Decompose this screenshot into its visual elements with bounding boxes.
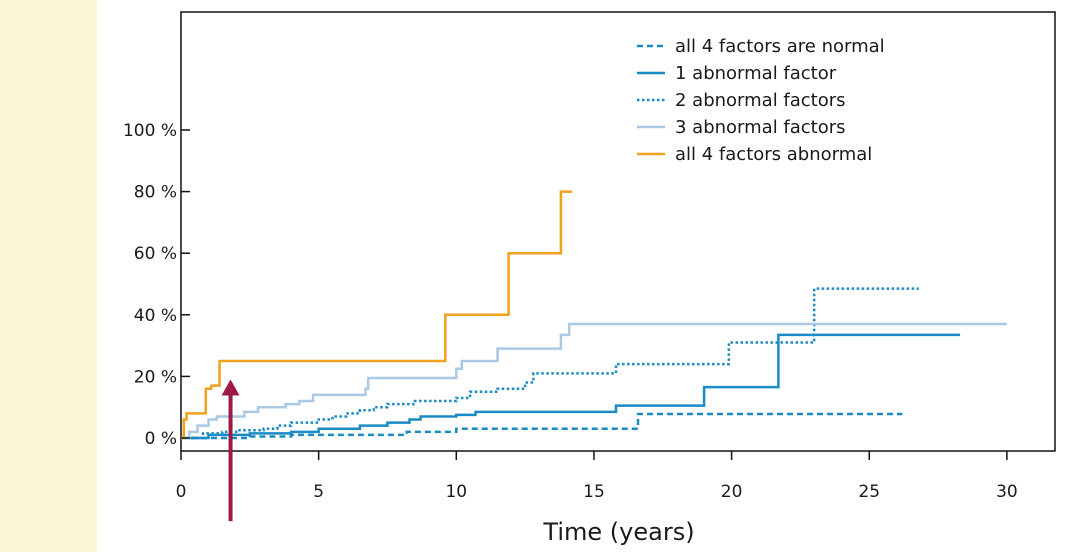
legend-label: 1 abnormal factor xyxy=(675,63,837,84)
y-tick-label: 60 % xyxy=(134,244,177,264)
legend-label: 3 abnormal factors xyxy=(675,117,846,138)
y-tick-label: 40 % xyxy=(134,306,177,326)
series-line xyxy=(181,333,961,440)
plot-border xyxy=(180,11,1056,452)
x-axis-title: Time (years) xyxy=(542,518,694,546)
x-tick-label: 10 xyxy=(445,482,467,502)
x-tick-label: 25 xyxy=(858,482,880,502)
y-tick-label: 0 % xyxy=(145,429,177,449)
annotation-layer xyxy=(221,379,240,522)
series-line xyxy=(181,412,903,440)
series-line xyxy=(181,322,1007,440)
legend-label: 2 abnormal factors xyxy=(675,90,846,111)
legend-label: all 4 factors abnormal xyxy=(675,144,872,165)
legend-label: all 4 factors are normal xyxy=(675,36,885,57)
annotation-arrow-head xyxy=(221,379,240,396)
x-tick-label: 0 xyxy=(176,482,187,502)
x-tick-label: 5 xyxy=(313,482,324,502)
x-tick-label: 15 xyxy=(583,482,605,502)
legend: all 4 factors are normal 1 abnormal facto… xyxy=(637,36,885,165)
y-tick-label: 80 % xyxy=(134,183,177,203)
y-axis: 0 % 20 % 40 % 60 % 80 % 100 % xyxy=(123,121,190,449)
plot-frame xyxy=(180,11,1056,452)
left-margin-stripe xyxy=(0,0,97,552)
y-tick-label: 20 % xyxy=(134,367,177,387)
series-line xyxy=(181,190,572,440)
x-tick-label: 20 xyxy=(721,482,743,502)
series-layer xyxy=(181,190,1007,440)
x-axis: 0 5 10 15 20 25 30 xyxy=(176,451,1018,502)
series-line xyxy=(181,287,919,440)
y-tick-label: 100 % xyxy=(123,121,177,141)
x-tick-label: 30 xyxy=(996,482,1018,502)
